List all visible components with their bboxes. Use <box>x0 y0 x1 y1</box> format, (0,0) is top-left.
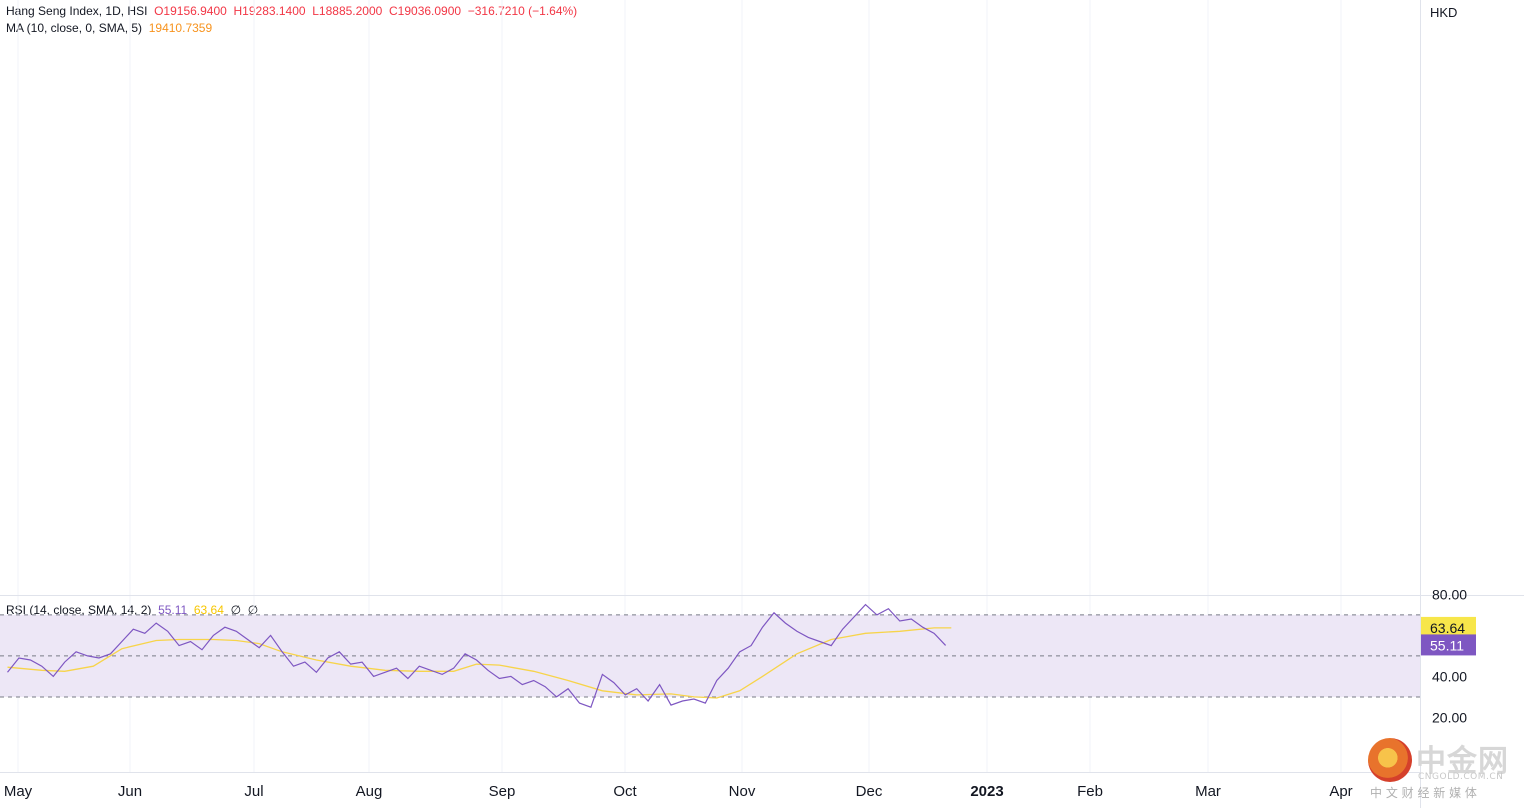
time-label-aug: Aug <box>356 783 383 800</box>
legend-rsi-label[interactable]: RSI (14, close, SMA, 14, 2) <box>6 603 152 617</box>
legend-rsi-value: 55.11 <box>158 603 188 617</box>
time-label-dec: Dec <box>856 783 883 800</box>
time-label-jul: Jul <box>244 783 263 800</box>
legend-rsi: RSI (14, close, SMA, 14, 2) 55.11 63.64 … <box>6 603 258 617</box>
rsi-pane <box>7 603 952 708</box>
watermark-domain: CNGOLD.COM.CN <box>1418 772 1504 782</box>
time-label-mar: Mar <box>1195 783 1221 800</box>
legend-close: C19036.0900 <box>389 4 462 18</box>
time-label-nov: Nov <box>729 783 756 800</box>
time-label-jun: Jun <box>118 783 142 800</box>
watermark-logo-icon <box>1368 738 1412 782</box>
rsi-ma-polyline <box>7 627 952 699</box>
time-label-apr: Apr <box>1329 783 1352 800</box>
legend-rsi-ma-value: 63.64 <box>193 603 224 617</box>
time-label-may: May <box>4 783 33 800</box>
rsi-band <box>0 614 1420 698</box>
time-label-oct: Oct <box>613 783 637 800</box>
rsi-last-tag <box>1421 634 1476 656</box>
legend-ma-label[interactable]: MA (10, close, 0, SMA, 5) <box>6 21 143 35</box>
rsi-band-fill <box>0 614 1420 697</box>
rsi-ma-last-tag <box>1421 616 1476 638</box>
time-label-2023: 2023 <box>970 783 1003 800</box>
legend-ma: MA (10, close, 0, SMA, 5) 19410.7359 <box>6 21 212 35</box>
legend-ma-value: 19410.7359 <box>148 21 213 35</box>
time-label-feb: Feb <box>1077 783 1103 800</box>
rsi-tick-3: 80.00 <box>1432 586 1467 602</box>
legend-rsi-extra2: ∅ <box>247 603 259 617</box>
legend-low: L18885.2000 <box>312 4 383 18</box>
rsi-tick-0: 20.00 <box>1432 709 1467 725</box>
rsi-last-value: 55.11 <box>1430 637 1464 653</box>
legend-rsi-extra1: ∅ <box>230 603 242 617</box>
watermark-tagline: 中 文 财 经 新 媒 体 <box>1370 786 1477 800</box>
rsi-tick-1: 40.00 <box>1432 668 1467 684</box>
currency-label: HKD <box>1430 5 1457 20</box>
legend-symbol[interactable]: Hang Seng Index, 1D, HSI <box>6 4 148 18</box>
legend-change: −316.7210 (−1.64%) <box>467 4 578 18</box>
time-label-sep: Sep <box>489 783 516 800</box>
legend-open: O19156.9400 <box>154 4 227 18</box>
watermark: 中金网 CNGOLD.COM.CN 中 文 财 经 新 媒 体 <box>1366 734 1524 808</box>
legend-main: Hang Seng Index, 1D, HSI O19156.9400 H19… <box>6 4 577 18</box>
rsi-ma-last-value: 63.64 <box>1430 620 1465 636</box>
legend-high: H19283.1400 <box>233 4 306 18</box>
watermark-brand: 中金网 <box>1416 744 1509 779</box>
rsi-polyline <box>7 603 947 708</box>
